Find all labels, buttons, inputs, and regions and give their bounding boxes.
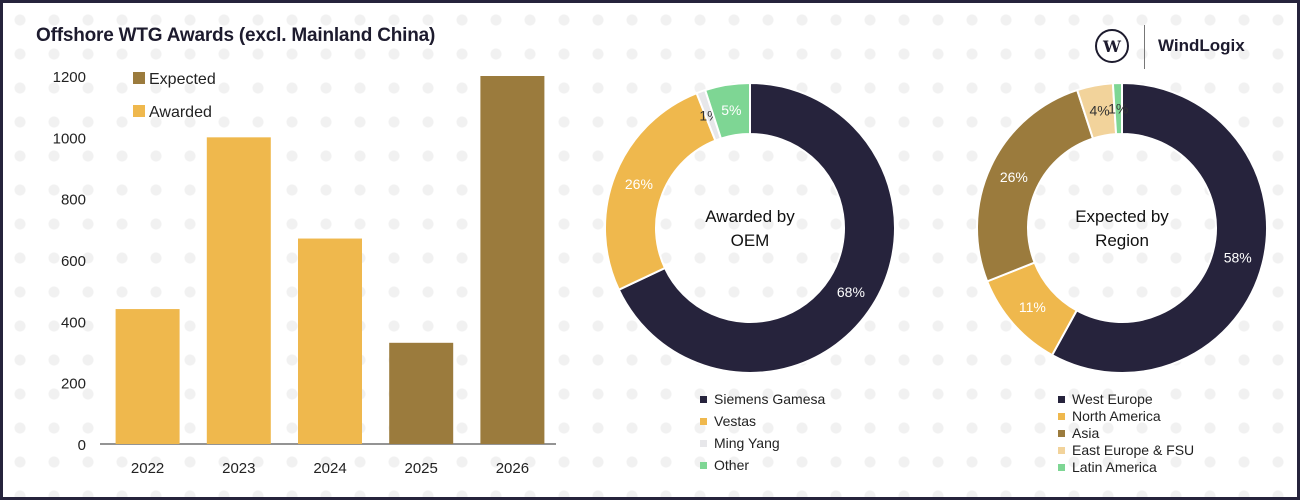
x-tick-label-2026: 2026 (496, 460, 529, 477)
oem-legend-label-0: Siemens Gamesa (714, 391, 825, 407)
legend-label-expected: Expected (149, 71, 216, 88)
region-legend-label-4: Latin America (1072, 459, 1157, 475)
oem-legend-label-3: Other (714, 457, 749, 473)
region-data-label-west-europe: 58% (1224, 250, 1252, 266)
x-tick-label-2024: 2024 (313, 460, 346, 477)
oem-legend-swatch-2 (700, 440, 707, 447)
legend-swatch-awarded (133, 105, 145, 117)
y-tick-label-600: 600 (61, 253, 86, 270)
charts-canvas: 0 200 400 600 800 1000 1200 2022 2023 2024 2025 202… (53, 69, 1268, 477)
region-legend-label-1: North America (1072, 408, 1161, 424)
oem-slice-other (703, 81, 751, 140)
y-tick-label-1000: 1000 (53, 130, 86, 147)
y-tick-label-800: 800 (61, 192, 86, 209)
bar-expected-2026 (480, 76, 545, 444)
oem-data-label-other: 5% (721, 102, 741, 118)
region-legend-label-3: East Europe & FSU (1072, 442, 1194, 458)
oem-legend-swatch-1 (700, 418, 707, 425)
x-tick-label-2023: 2023 (222, 460, 255, 477)
oem-slice-siemens-gamesa (617, 81, 896, 374)
y-tick-label-400: 400 (61, 314, 86, 331)
oem-center-label-1: OEM (731, 231, 770, 250)
logo-mark-letter: W (1103, 37, 1121, 56)
region-data-label-asia: 26% (1000, 169, 1028, 185)
oem-legend-swatch-3 (700, 462, 707, 469)
region-center-label-1: Region (1095, 231, 1149, 250)
brand-logo: W WindLogix (1092, 25, 1272, 69)
bar-awarded-2022 (115, 309, 180, 444)
logo-mark-icon: W (1095, 29, 1129, 63)
bar-expected-2025 (389, 342, 454, 444)
oem-center-label-0: Awarded by (705, 207, 795, 226)
region-legend-swatch-0 (1058, 396, 1065, 403)
region-legend-swatch-4 (1058, 464, 1065, 471)
legend-label-awarded: Awarded (149, 104, 212, 121)
region-legend-label-2: Asia (1072, 425, 1099, 441)
x-tick-label-2025: 2025 (405, 460, 438, 477)
region-legend-swatch-2 (1058, 430, 1065, 437)
oem-data-label-vestas: 26% (625, 176, 653, 192)
oem-legend-label-1: Vestas (714, 413, 756, 429)
legend-swatch-expected (133, 72, 145, 84)
x-tick-label-2022: 2022 (131, 460, 164, 477)
region-data-label-east-europe-fsu: 4% (1089, 103, 1109, 119)
y-tick-label-200: 200 (61, 376, 86, 393)
y-tick-label-0: 0 (78, 437, 86, 454)
y-tick-label-1200: 1200 (53, 69, 86, 86)
bar-awarded-2023 (206, 137, 271, 445)
bar-awarded-2024 (298, 238, 362, 444)
region-slice-west-europe (1050, 81, 1268, 374)
logo-name: WindLogix (1158, 36, 1245, 55)
region-legend-label-0: West Europe (1072, 391, 1153, 407)
region-data-label-north-america: 11% (1019, 299, 1046, 315)
oem-legend-swatch-0 (700, 396, 707, 403)
oem-data-label-siemens-gamesa: 68% (837, 284, 865, 300)
region-slice-latin-america (1111, 81, 1123, 136)
region-data-label-latin-america: 1% (1108, 101, 1128, 117)
chart-title: Offshore WTG Awards (excl. Mainland Chin… (36, 25, 436, 46)
region-legend-swatch-3 (1058, 447, 1065, 454)
logo-divider (1144, 25, 1145, 69)
region-slice-asia (976, 88, 1095, 283)
region-center-label-0: Expected by (1075, 207, 1169, 226)
region-legend-swatch-1 (1058, 413, 1065, 420)
oem-legend-label-2: Ming Yang (714, 435, 780, 451)
